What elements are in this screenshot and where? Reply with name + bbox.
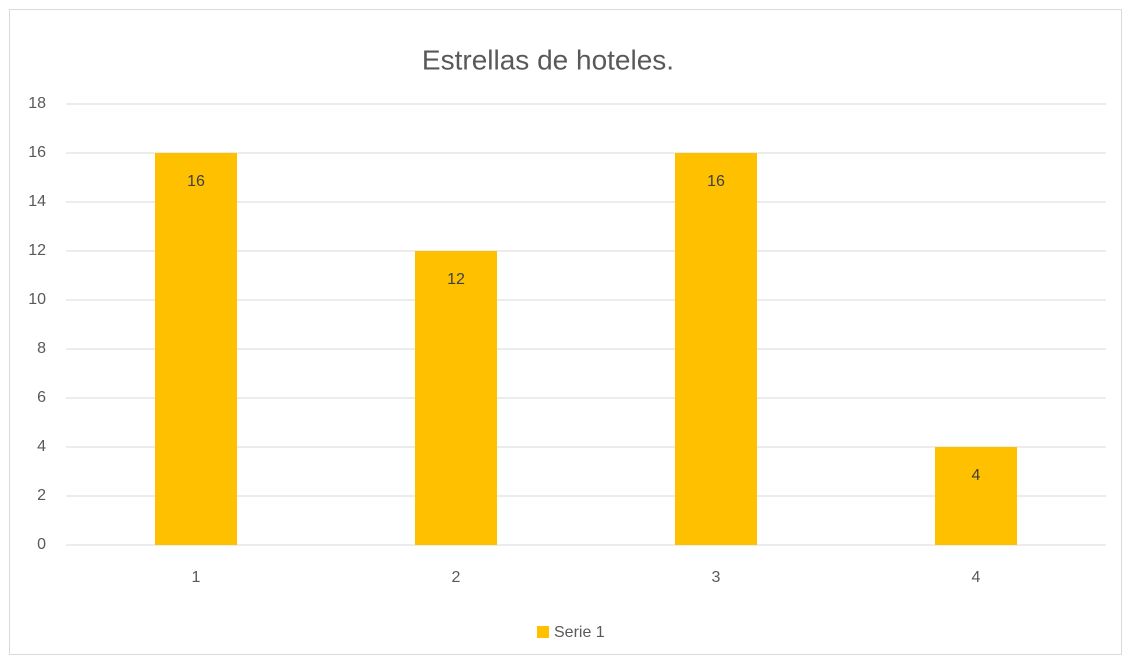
- bar: [155, 153, 237, 545]
- y-tick-label: 12: [28, 242, 46, 259]
- y-tick-label: 4: [37, 438, 46, 455]
- y-tick-label: 0: [37, 536, 46, 553]
- bar: [935, 447, 1017, 545]
- legend-swatch: [537, 626, 549, 638]
- x-tick-label: 4: [972, 569, 981, 586]
- bar: [675, 153, 757, 545]
- y-tick-label: 16: [28, 144, 46, 161]
- y-tick-label: 6: [37, 389, 46, 406]
- legend-label: Serie 1: [554, 624, 605, 641]
- x-tick-label: 2: [452, 569, 461, 586]
- data-label: 16: [187, 173, 205, 190]
- data-label: 16: [707, 173, 725, 190]
- y-tick-label: 2: [37, 487, 46, 504]
- chart-title: Estrellas de hoteles.: [422, 44, 674, 75]
- data-label: 12: [447, 271, 465, 288]
- y-tick-label: 18: [28, 95, 46, 112]
- x-tick-label: 3: [712, 569, 721, 586]
- x-tick-label: 1: [192, 569, 201, 586]
- data-label: 4: [972, 467, 981, 484]
- y-tick-label: 8: [37, 340, 46, 357]
- bar: [415, 251, 497, 545]
- y-tick-label: 10: [28, 291, 46, 308]
- y-tick-label: 14: [28, 193, 46, 210]
